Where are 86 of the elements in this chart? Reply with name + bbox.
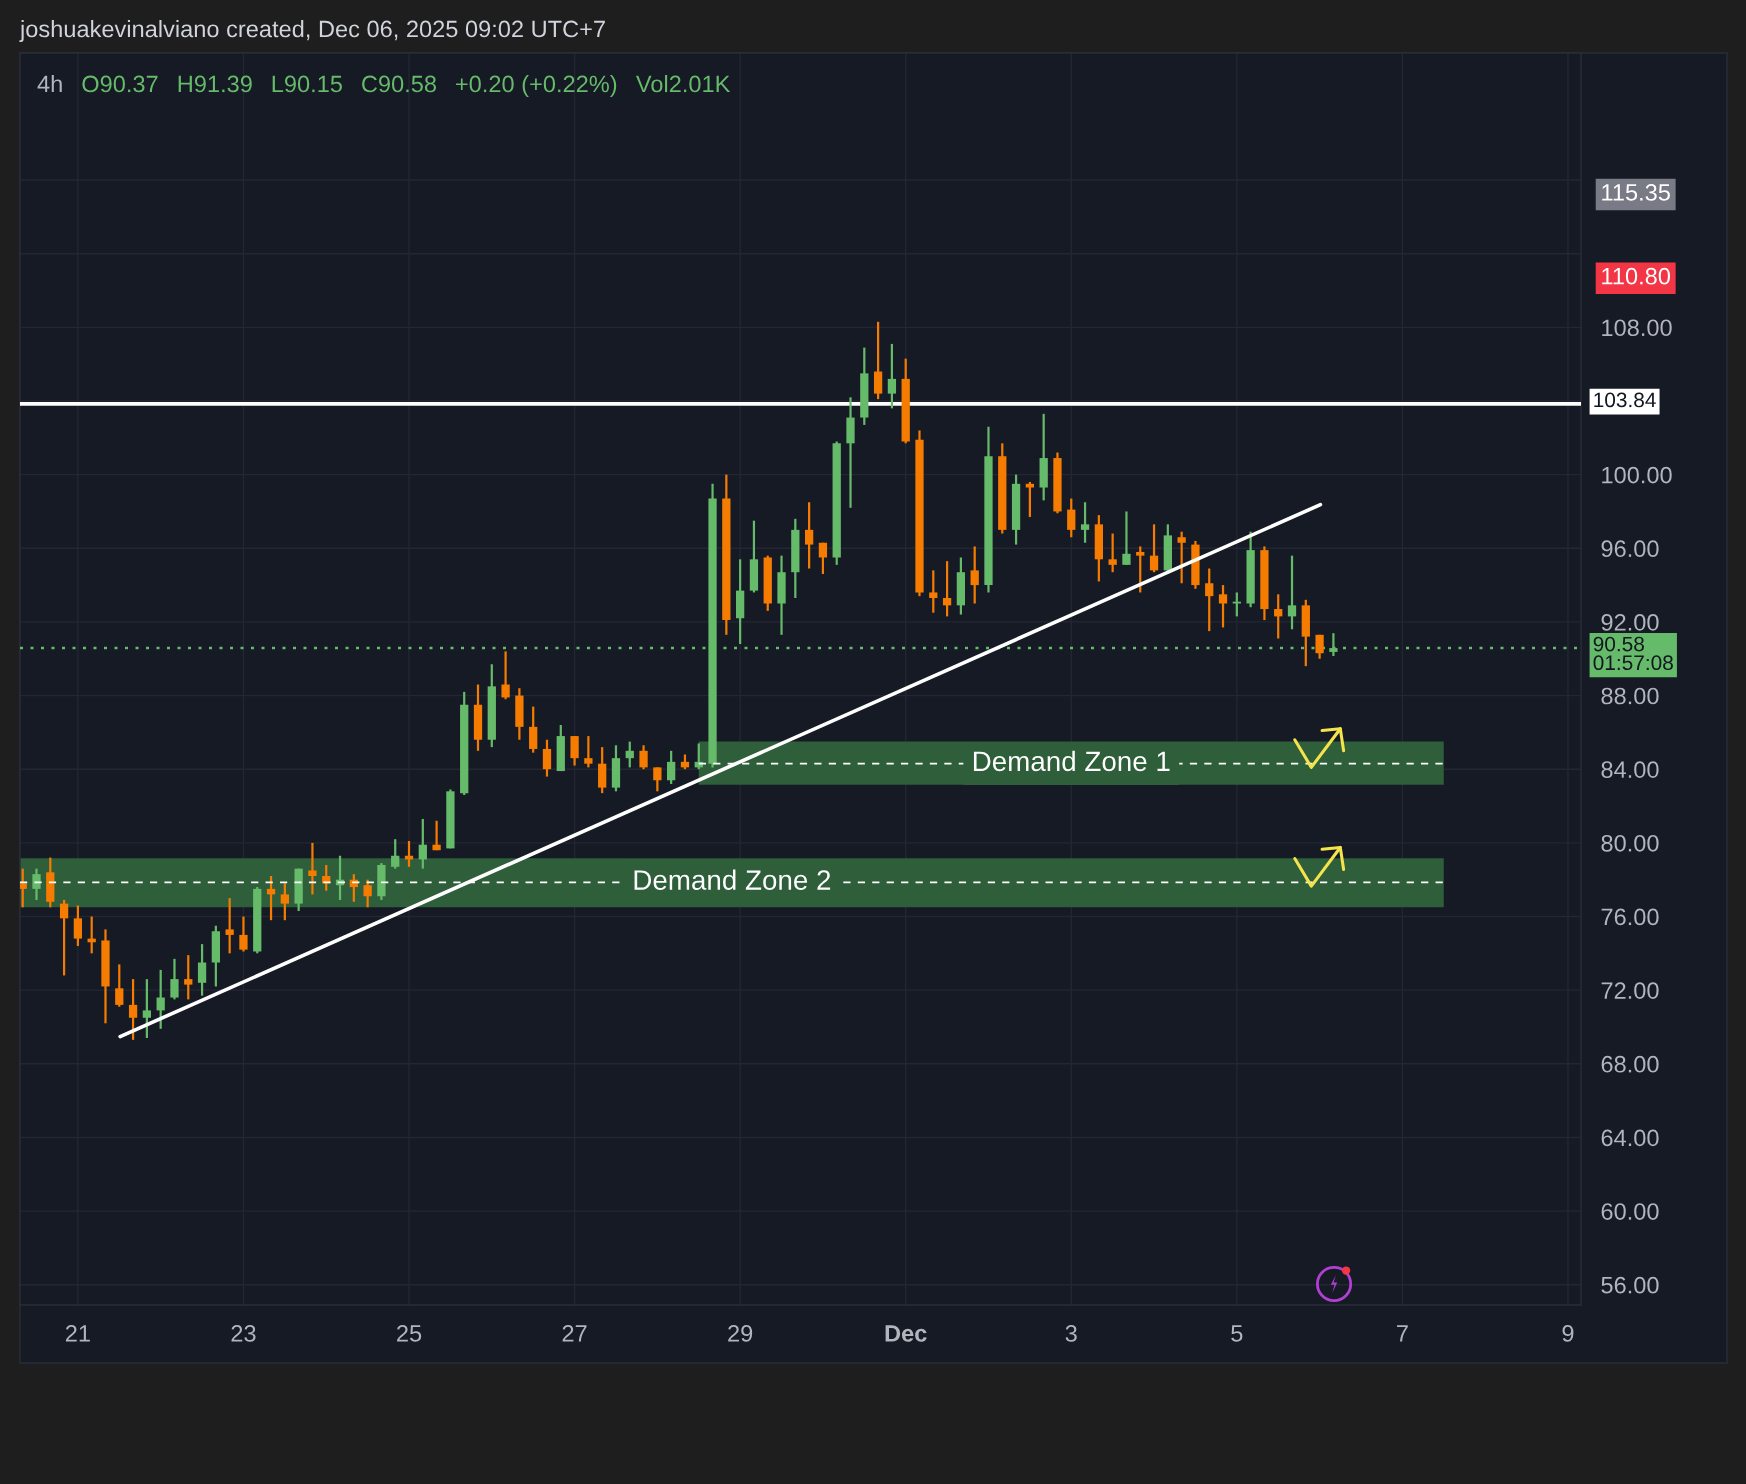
annotation: +0.20 (+0.22%) xyxy=(456,75,617,97)
y-tick-label: 84.00 xyxy=(1601,761,1659,779)
x-tick-label: 25 xyxy=(397,1325,422,1342)
candlestick xyxy=(1177,530,1186,585)
candlestick xyxy=(887,342,897,410)
x-tick-label: 3 xyxy=(1065,1325,1077,1342)
candlestick xyxy=(197,943,207,997)
x-tick-label: 29 xyxy=(728,1325,753,1342)
candlestick xyxy=(432,819,441,852)
y-tick-label: 92.00 xyxy=(1601,613,1659,631)
candlestick xyxy=(32,867,41,902)
candlestick xyxy=(1122,510,1131,566)
x-tick-label: 27 xyxy=(562,1325,587,1342)
candlestick xyxy=(942,560,952,618)
candlestick xyxy=(1205,567,1214,633)
x-tick-label: 23 xyxy=(231,1325,256,1342)
candlestick xyxy=(418,817,427,870)
candlestick xyxy=(1232,591,1241,618)
candlestick xyxy=(225,896,234,955)
y-tick-label: 64.00 xyxy=(1601,1129,1659,1147)
x-tick-label: 9 xyxy=(1562,1325,1574,1342)
series-label: Demand Zone 1 xyxy=(973,750,1170,772)
y-tick-label: 96.00 xyxy=(1601,540,1659,558)
candlestick xyxy=(1067,497,1076,539)
y-tick-label: 72.00 xyxy=(1601,982,1659,999)
y-tick-label: 60.00 xyxy=(1601,1203,1659,1220)
candlestick xyxy=(20,867,27,909)
y2-tick-label: 115.35 xyxy=(1602,184,1670,201)
y-tick-label: 88.00 xyxy=(1601,687,1659,705)
annotation: O90.37 xyxy=(82,75,158,93)
candlestick xyxy=(501,650,510,701)
y2-tick-label: 110.80 xyxy=(1602,267,1670,285)
text: joshuakevinalviano created, Dec 06, 2025 09:02 UTC+7 xyxy=(19,20,605,43)
text: 4h xyxy=(37,75,62,93)
ref-line-label: 90.58 01:57:08 xyxy=(1593,636,1673,671)
candlestick xyxy=(1136,545,1145,594)
candlestick xyxy=(529,705,538,754)
candlestick xyxy=(818,541,828,576)
x-tick-label: 7 xyxy=(1397,1325,1408,1342)
candlestick xyxy=(128,978,138,1041)
candlestick xyxy=(653,766,662,793)
annotation: Vol2.01K xyxy=(635,75,731,93)
y-tick-label: 68.00 xyxy=(1601,1055,1659,1073)
candlestick xyxy=(142,978,152,1040)
candlestick xyxy=(598,746,607,795)
annotation: H91.39 xyxy=(178,75,252,93)
candlestick xyxy=(1287,554,1297,631)
candlestick xyxy=(970,545,979,605)
y-tick-label: 76.00 xyxy=(1601,908,1659,926)
candlestick xyxy=(1218,583,1228,629)
candlestick xyxy=(363,878,372,909)
y-tick-label: 56.00 xyxy=(1601,1276,1659,1294)
candlestick xyxy=(873,320,883,401)
candlestick xyxy=(1025,480,1035,519)
candlestick xyxy=(639,744,648,771)
ref-line-label: 103.84 xyxy=(1594,392,1656,408)
candlestick xyxy=(239,915,248,953)
y-tick-label: 80.00 xyxy=(1601,834,1659,852)
candlestick xyxy=(1108,532,1117,574)
candlestick xyxy=(667,749,676,786)
candlestick xyxy=(542,738,552,778)
candlestick xyxy=(391,838,400,870)
series-label: Demand Zone 2 xyxy=(634,869,831,890)
annotation: L90.15 xyxy=(272,75,342,93)
y-tick-label: 108.00 xyxy=(1602,319,1672,337)
candlestick xyxy=(929,569,938,614)
candlestick xyxy=(73,904,83,948)
candlestick xyxy=(804,501,814,570)
candlestick xyxy=(625,740,634,769)
x-tick-label: 5 xyxy=(1231,1325,1243,1342)
candlestick xyxy=(308,841,317,896)
candlestick xyxy=(570,734,579,767)
candlestick xyxy=(584,734,593,769)
y-tick-label: 100.00 xyxy=(1602,466,1672,484)
candlestick xyxy=(170,957,179,1001)
candlestick xyxy=(156,968,165,1030)
candlestick xyxy=(1080,501,1090,544)
candlestick xyxy=(1149,523,1159,574)
candlestick xyxy=(59,898,69,977)
annotation: C90.58 xyxy=(362,75,436,93)
candlestick xyxy=(115,963,124,1008)
candlestick xyxy=(184,954,193,1001)
candlestick xyxy=(280,882,289,922)
x-tick-label: 21 xyxy=(65,1325,90,1342)
candlestick xyxy=(1274,593,1283,640)
x-tick-label: Dec xyxy=(885,1325,927,1342)
